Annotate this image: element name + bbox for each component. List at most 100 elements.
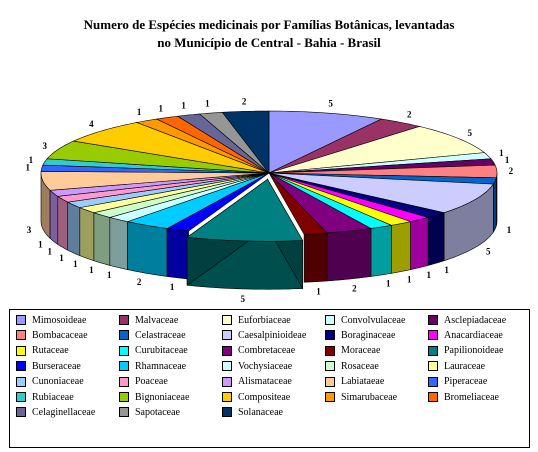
legend-swatch [428,315,438,325]
legend-item-celaginellaceae: Celaginellaceae [16,405,95,419]
legend-item-solanaceae: Solanaceae [222,405,283,419]
legend-label: Bromeliaceae [444,391,499,403]
pie-slice-combretaceae [268,172,372,234]
legend-swatch [325,361,335,372]
pie-side-combretaceae [326,228,372,282]
legend-label: Caesalpinioideae [238,329,307,341]
legend-swatch [16,376,26,387]
pie-slice-rhamnaceae [126,172,270,229]
legend-label: Piperaceae [444,376,488,388]
legend-swatch [16,361,26,372]
pie-side-rhamnaceae [127,221,168,277]
pie-slice-sapotaceae [198,112,270,174]
legend-label: Asclepiadaceae [444,314,507,326]
legend-swatch [325,345,335,356]
pie-side-alismataceae [49,189,59,245]
pie-slice-cunoniaceae [66,172,270,208]
legend-label: Rhamnaceae [135,360,187,372]
legend-label: Solanaceae [238,406,283,418]
data-label-bromeliaceae: 1 [159,104,164,114]
legend-item-compositeae: Compositeae [222,390,290,404]
data-label-convolvulaceae: 1 [499,148,504,158]
legend-item-lauraceae: Lauraceae [428,359,485,373]
legend-swatch [119,407,129,418]
legend-item-rhamnaceae: Rhamnaceae [119,359,186,373]
data-label-burseraceae: 1 [170,282,175,292]
legend-item-bignoniaceae: Bignoniaceae [119,390,189,404]
legend-item-combretaceae: Combretaceae [222,344,295,358]
legend-label: Combretaceae [238,345,296,357]
pie-slice-rosaceae [92,172,270,218]
pie-slices [40,110,498,290]
data-label-bignoniaceae: 3 [43,141,48,151]
legend-label: Rutaceae [32,345,69,357]
legend-label: Celaginellaceae [32,406,96,418]
legend-swatch [428,392,438,402]
pie-side-curubitaceae [370,224,392,277]
legend-item-rosaceae: Rosaceae [325,359,379,373]
legend-label: Mimosoideae [32,314,87,326]
data-label-solanaceae: 2 [242,96,247,106]
legend-label: Vochysiaceae [238,360,293,372]
legend-swatch [119,345,129,356]
legend-item-curubitaceae: Curubitaceae [119,344,188,358]
legend-swatch [222,407,232,418]
data-label-celastraceae: 1 [507,225,512,235]
chart-title-line-2: no Município de Central - Bahia - Brasil [157,35,381,50]
legend-label: Rosaceae [341,360,379,372]
data-label-labiataeae: 3 [27,225,32,235]
pie-slice-rutaceae [268,172,412,226]
legend-item-labiataeae: Labiataeae [325,375,384,389]
legend-item-vochysiaceae: Vochysiaceae [222,359,292,373]
pie-slice-lauraceae [78,172,270,214]
legend-label: Euforbiaceae [238,314,291,326]
pie-slice-bignoniaceae [46,140,270,174]
legend-label: Curubitaceae [135,345,188,357]
pie-slice-euforbiaceae [268,126,486,174]
data-label-mimosoideae: 5 [328,98,333,108]
pie-slice-bombacaceae [268,164,498,179]
legend-item-boraginaceae: Boraginaceae [325,328,395,342]
legend-label: Compositeae [238,391,291,403]
pie-side-boraginaceae [427,212,445,266]
legend-swatch [16,407,26,418]
legend-label: Bignoniaceae [135,391,190,403]
pie-side-anacardiaceae [410,217,429,270]
legend-swatch [222,392,232,402]
legend-swatch [428,345,438,356]
legend-swatch [119,361,129,372]
data-label-piperaceae: 1 [25,162,30,172]
data-label-sapotaceae: 1 [205,98,210,108]
pie-slice-bromeliaceae [155,115,270,174]
data-label-malvaceae: 2 [407,109,412,119]
pie-slice-papilionoideae [186,178,304,242]
legend-item-rutaceae: Rutaceae [16,344,69,358]
data-label-asclepiadaceae: 1 [505,155,510,165]
legend-item-simarubaceae: Simarubaceae [325,390,397,404]
legend-item-anacardiaceae: Anacardiaceae [428,328,503,342]
legend-swatch [325,315,335,325]
legend-swatch [325,330,335,341]
pie-side-rutaceae [391,221,411,274]
pie-slice-simarubaceae [135,118,270,174]
legend-item-alismataceae: Alismataceae [222,375,292,389]
legend-swatch [325,392,335,402]
pie-slice-vochysiaceae [108,172,270,222]
data-label-lauraceae: 1 [73,259,78,269]
pie-slice-boraginaceae [268,172,446,218]
legend-label: Poaceae [135,376,168,388]
pie-side-poaceae [57,195,69,251]
data-label-poaceae: 1 [48,247,53,257]
pie-slice-malvaceae [268,118,421,174]
data-label-curubitaceae: 1 [386,279,391,289]
pie-slice-celaginellaceae [176,113,270,174]
legend-swatch [119,315,129,325]
pie-side-moraceae [303,232,328,283]
data-label-caesalpinioideae: 5 [486,247,491,257]
pie-side-rosaceae [93,212,111,266]
pie-slice-convolvulaceae [268,152,492,174]
legend-swatch [428,330,438,341]
data-label-rubiaceae: 1 [29,155,34,165]
